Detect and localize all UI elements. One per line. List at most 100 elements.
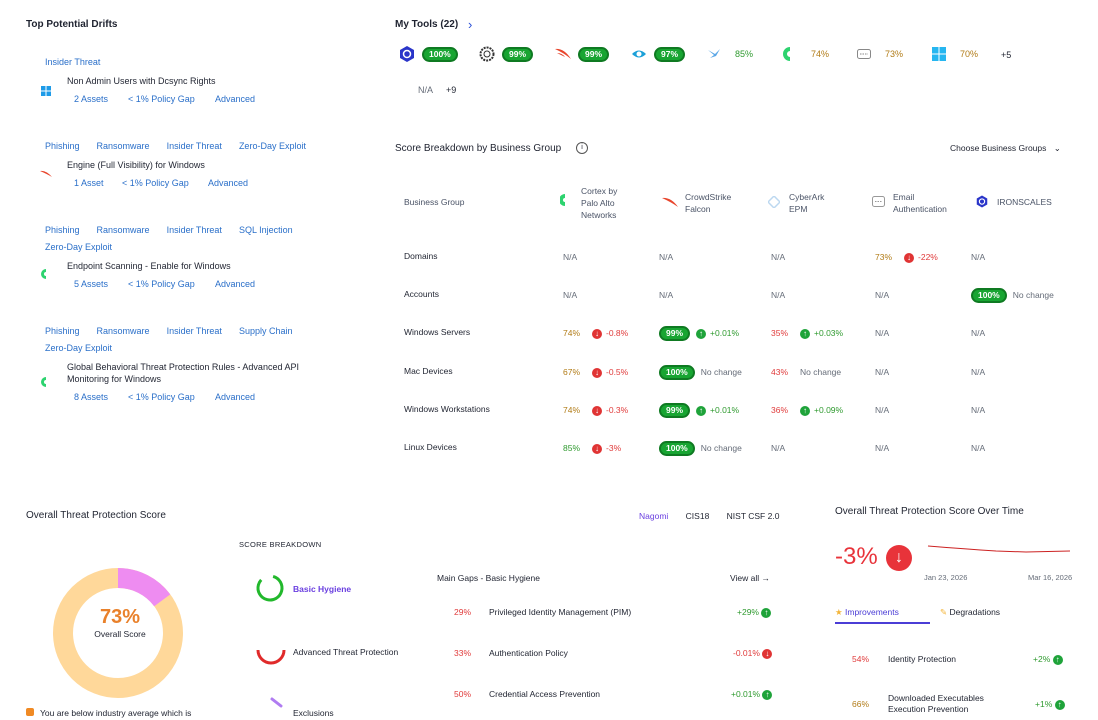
arrow-up-icon: ↑ [762, 689, 773, 700]
column-header-line: CrowdStrike [685, 192, 732, 202]
tag-link[interactable]: Insider Threat [166, 225, 222, 235]
column-header-line: Cortex by [581, 186, 618, 196]
tag-link[interactable]: Ransomware [96, 326, 150, 336]
drift-2-level[interactable]: Advanced [208, 178, 249, 188]
tool-ironscales[interactable]: 100% [399, 46, 458, 62]
gap-name[interactable]: Privileged Identity Management (PIM) [489, 607, 632, 617]
dropdown-label: Choose Business Groups [950, 143, 1047, 153]
cortex-icon [560, 194, 565, 206]
chevron-right-icon[interactable]: › [468, 17, 473, 32]
gap-name[interactable]: Credential Access Prevention [489, 689, 601, 699]
gap-name[interactable]: Authentication Policy [489, 648, 568, 658]
score-cell: 85% ↓ -3% [563, 443, 621, 454]
tool-windows[interactable]: 70% [931, 46, 978, 62]
tag-link[interactable]: Phishing [45, 141, 80, 151]
tag-link[interactable]: Zero-Day Exploit [238, 141, 306, 151]
basic-hygiene-ring-icon [256, 574, 284, 602]
drift-4-assets[interactable]: 8 Assets [74, 392, 109, 402]
tag-link[interactable]: Insider Threat [166, 141, 222, 151]
arrow-right-icon: → [761, 573, 771, 583]
tab-improvements[interactable]: ★ Improvements [835, 607, 930, 624]
view-all-label: View all [730, 573, 760, 583]
drift-4-name-cont[interactable]: Monitoring for Windows [67, 374, 162, 384]
choose-business-groups-dropdown[interactable]: Choose Business Groups ⌄ [950, 143, 1061, 154]
business-group-name[interactable]: Domains [404, 251, 438, 261]
category-exclusions[interactable]: Exclusions [293, 708, 334, 718]
score-change: -3% [835, 543, 878, 570]
tool-score: 99% [502, 46, 534, 62]
tag-link[interactable]: Ransomware [96, 141, 150, 151]
overall-score: 73% [99, 606, 141, 628]
tab-cis18[interactable]: CIS18 [685, 511, 710, 521]
tool-eye-shield[interactable]: 97% [631, 46, 686, 62]
tag-link[interactable]: Phishing [45, 326, 80, 336]
windows-icon [932, 47, 946, 61]
score-value: N/A [771, 443, 786, 453]
improvement-name[interactable]: Identity Protection [888, 654, 957, 664]
drift-2-name[interactable]: Engine (Full Visibility) for Windows [67, 160, 205, 170]
view-all-link[interactable]: View all → [730, 573, 770, 583]
tag-link[interactable]: Zero-Day Exploit [45, 242, 113, 252]
tab-nist[interactable]: NIST CSF 2.0 [726, 511, 780, 521]
tool-crowdstrike[interactable]: 99% [555, 46, 610, 62]
more-tools-button[interactable]: +9 [446, 85, 457, 95]
arrow-down-icon: ↓ [592, 405, 603, 416]
column-header-crowdstrike: CrowdStrike Falcon [685, 191, 731, 215]
drift-1-level[interactable]: Advanced [215, 94, 256, 104]
email-icon [857, 49, 871, 59]
drift-3-level[interactable]: Advanced [215, 279, 256, 289]
tag-link[interactable]: Phishing [45, 225, 80, 235]
tag-link[interactable]: Insider Threat [45, 57, 101, 67]
tag-link[interactable]: Zero-Day Exploit [45, 343, 113, 353]
tool-cortex[interactable]: 74% [782, 46, 829, 62]
score-delta: +0.09% [814, 405, 844, 415]
drift-1-name[interactable]: Non Admin Users with Dcsync Rights [67, 76, 216, 86]
category-advanced-threat[interactable]: Advanced Threat Protection [293, 647, 399, 657]
drift-3-name[interactable]: Endpoint Scanning - Enable for Windows [67, 261, 231, 271]
more-tools-button[interactable]: +5 [1001, 50, 1012, 60]
drift-4-name[interactable]: Global Behavioral Threat Protection Rule… [67, 362, 299, 372]
score-value: 73% [875, 252, 893, 262]
gap-delta: +29% ↑ [737, 607, 775, 618]
main-gaps-title: Main Gaps - Basic Hygiene [437, 573, 540, 583]
drift-3-assets[interactable]: 5 Assets [74, 279, 109, 289]
info-icon[interactable]: i [576, 142, 588, 154]
improvement-name[interactable]: Downloaded Executables Execution Preventi… [888, 693, 984, 715]
score-cell: N/A [971, 328, 985, 338]
tool-email[interactable]: 73% [856, 46, 903, 62]
gauge-gap-arc [53, 568, 183, 698]
gap-delta-value: -0.01% [733, 648, 760, 658]
tab-degradations[interactable]: ✎ Degradations [940, 607, 1000, 618]
drift-1-assets[interactable]: 2 Assets [74, 94, 109, 104]
drift-3-gap[interactable]: < 1% Policy Gap [128, 279, 195, 289]
tag-link[interactable]: Supply Chain [238, 326, 293, 336]
score-cell: N/A [659, 252, 673, 262]
drift-2-assets[interactable]: 1 Asset [74, 178, 104, 188]
category-basic-hygiene[interactable]: Basic Hygiene [293, 584, 352, 594]
drift-1-gap[interactable]: < 1% Policy Gap [128, 94, 195, 104]
column-header-ironscales: IRONSCALES [997, 197, 1052, 207]
tag-link[interactable]: Insider Threat [166, 326, 222, 336]
tool-gear-ring[interactable]: 99% [479, 46, 534, 62]
gap-pct: 29% [454, 607, 472, 617]
business-group-name[interactable]: Windows Servers [404, 327, 471, 337]
business-group-name[interactable]: Windows Workstations [404, 404, 490, 414]
tag-link[interactable]: SQL Injection [238, 225, 293, 235]
tag-link[interactable]: Ransomware [96, 225, 150, 235]
crowdstrike-icon [555, 48, 571, 59]
score-value: N/A [563, 290, 578, 300]
drift-4-level[interactable]: Advanced [215, 392, 256, 402]
score-delta: No change [1012, 290, 1054, 300]
score-delta: -0.8% [606, 328, 629, 338]
drift-2-gap[interactable]: < 1% Policy Gap [122, 178, 189, 188]
score-value: N/A [875, 367, 890, 377]
tool-bird[interactable]: 85% [706, 46, 753, 62]
tab-nagomi[interactable]: Nagomi [639, 511, 669, 521]
business-group-name[interactable]: Mac Devices [404, 366, 453, 376]
cortex-icon [41, 269, 46, 279]
score-cell: 100% No change [971, 288, 1054, 303]
cortex-icon [41, 377, 46, 387]
business-group-name[interactable]: Linux Devices [404, 442, 457, 452]
business-group-name[interactable]: Accounts [404, 289, 439, 299]
drift-4-gap[interactable]: < 1% Policy Gap [128, 392, 195, 402]
